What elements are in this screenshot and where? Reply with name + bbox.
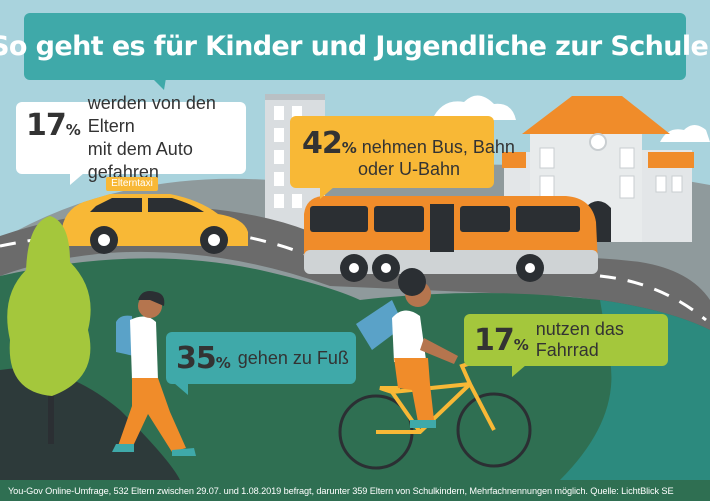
title-banner: So geht es für Kinder und Jugendliche zu… <box>0 13 710 80</box>
walk-percent: 35% <box>176 340 231 376</box>
bus-percent: 42% <box>302 126 357 161</box>
cloud-icon <box>432 95 516 120</box>
source-footer: You-Gov Online-Umfrage, 532 Eltern zwisc… <box>0 480 710 501</box>
bus-bubble-tail <box>320 187 334 199</box>
taxi-sign: Elterntaxi <box>106 177 158 191</box>
walk-description: gehen zu Fuß <box>237 347 349 368</box>
walk-stat-bubble: 35% gehen zu Fuß <box>166 332 356 384</box>
bus-icon <box>304 196 598 282</box>
bike-stat-bubble: 17% nutzen das Fahrrad <box>464 314 668 366</box>
car-stat-bubble: 17% werden von den Eltern mit dem Auto ge… <box>16 93 246 182</box>
car-description: werden von den Eltern mit dem Auto gefahr… <box>87 93 216 182</box>
car-percent: 17% <box>26 108 81 143</box>
cycling-child-icon <box>338 268 532 470</box>
car-bubble-tail <box>70 173 84 185</box>
teal-field <box>560 300 710 480</box>
walking-child-icon <box>112 291 196 456</box>
bike-description: nutzen das Fahrrad <box>535 319 624 360</box>
tree-icon <box>7 216 91 444</box>
walk-bubble-tail <box>174 383 188 395</box>
bus-stat-bubble: 42% nehmen Bus, Bahn oder U-Bahn <box>290 116 515 188</box>
page-title: So geht es für Kinder und Jugendliche zu… <box>0 31 710 62</box>
dark-hill <box>0 368 180 480</box>
bike-percent: 17% <box>474 322 529 358</box>
bike-bubble-tail <box>512 365 526 377</box>
bus-description-line2: oder U-Bahn <box>358 159 461 179</box>
taxi-car-icon <box>62 194 248 254</box>
cloud-icon <box>660 125 710 142</box>
source-text: You-Gov Online-Umfrage, 532 Eltern zwisc… <box>8 485 674 496</box>
bus-description-line1: nehmen Bus, Bahn <box>361 137 515 157</box>
title-banner-tail <box>152 78 166 90</box>
